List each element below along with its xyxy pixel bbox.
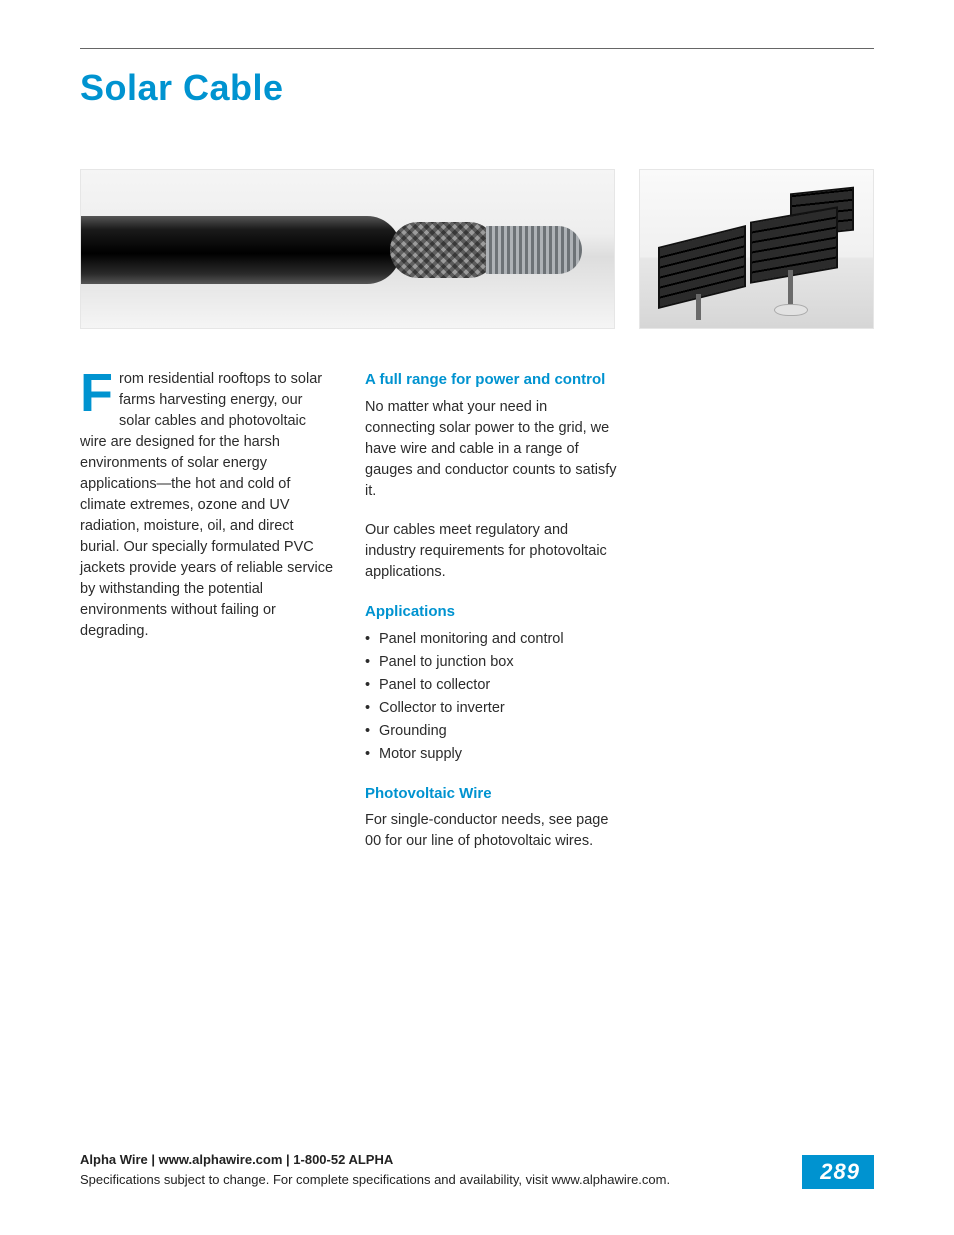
footer-line1: Alpha Wire | www.alphawire.com | 1-800-5… xyxy=(80,1150,670,1170)
page-title: Solar Cable xyxy=(80,67,874,109)
content-columns: F rom residential rooftops to solar farm… xyxy=(80,369,874,871)
col-details: A full range for power and control No ma… xyxy=(365,369,620,871)
list-item: Panel monitoring and control xyxy=(365,629,620,650)
list-item: Motor supply xyxy=(365,744,620,765)
heading-range: A full range for power and control xyxy=(365,369,620,391)
dropcap: F xyxy=(80,369,119,417)
top-rule xyxy=(80,48,874,49)
hero-image-cable xyxy=(80,169,615,329)
footer-text: Alpha Wire | www.alphawire.com | 1-800-5… xyxy=(80,1150,670,1189)
list-item: Panel to collector xyxy=(365,675,620,696)
range-p2: Our cables meet regulatory and industry … xyxy=(365,520,620,583)
footer-line2: Specifications subject to change. For co… xyxy=(80,1170,670,1190)
pvwire-text: For single-conductor needs, see page 00 … xyxy=(365,810,620,852)
page-number-tab: 289 xyxy=(802,1155,874,1189)
list-item: Collector to inverter xyxy=(365,698,620,719)
applications-list: Panel monitoring and control Panel to ju… xyxy=(365,629,620,765)
range-p1: No matter what your need in connecting s… xyxy=(365,397,620,502)
intro-paragraph: F rom residential rooftops to solar farm… xyxy=(80,369,335,642)
hero-image-solar-panels xyxy=(639,169,874,329)
page-footer: Alpha Wire | www.alphawire.com | 1-800-5… xyxy=(80,1150,874,1189)
heading-applications: Applications xyxy=(365,601,620,623)
list-item: Grounding xyxy=(365,721,620,742)
heading-pvwire: Photovoltaic Wire xyxy=(365,783,620,805)
list-item: Panel to junction box xyxy=(365,652,620,673)
col-intro: F rom residential rooftops to solar farm… xyxy=(80,369,335,871)
hero-row xyxy=(80,169,874,329)
